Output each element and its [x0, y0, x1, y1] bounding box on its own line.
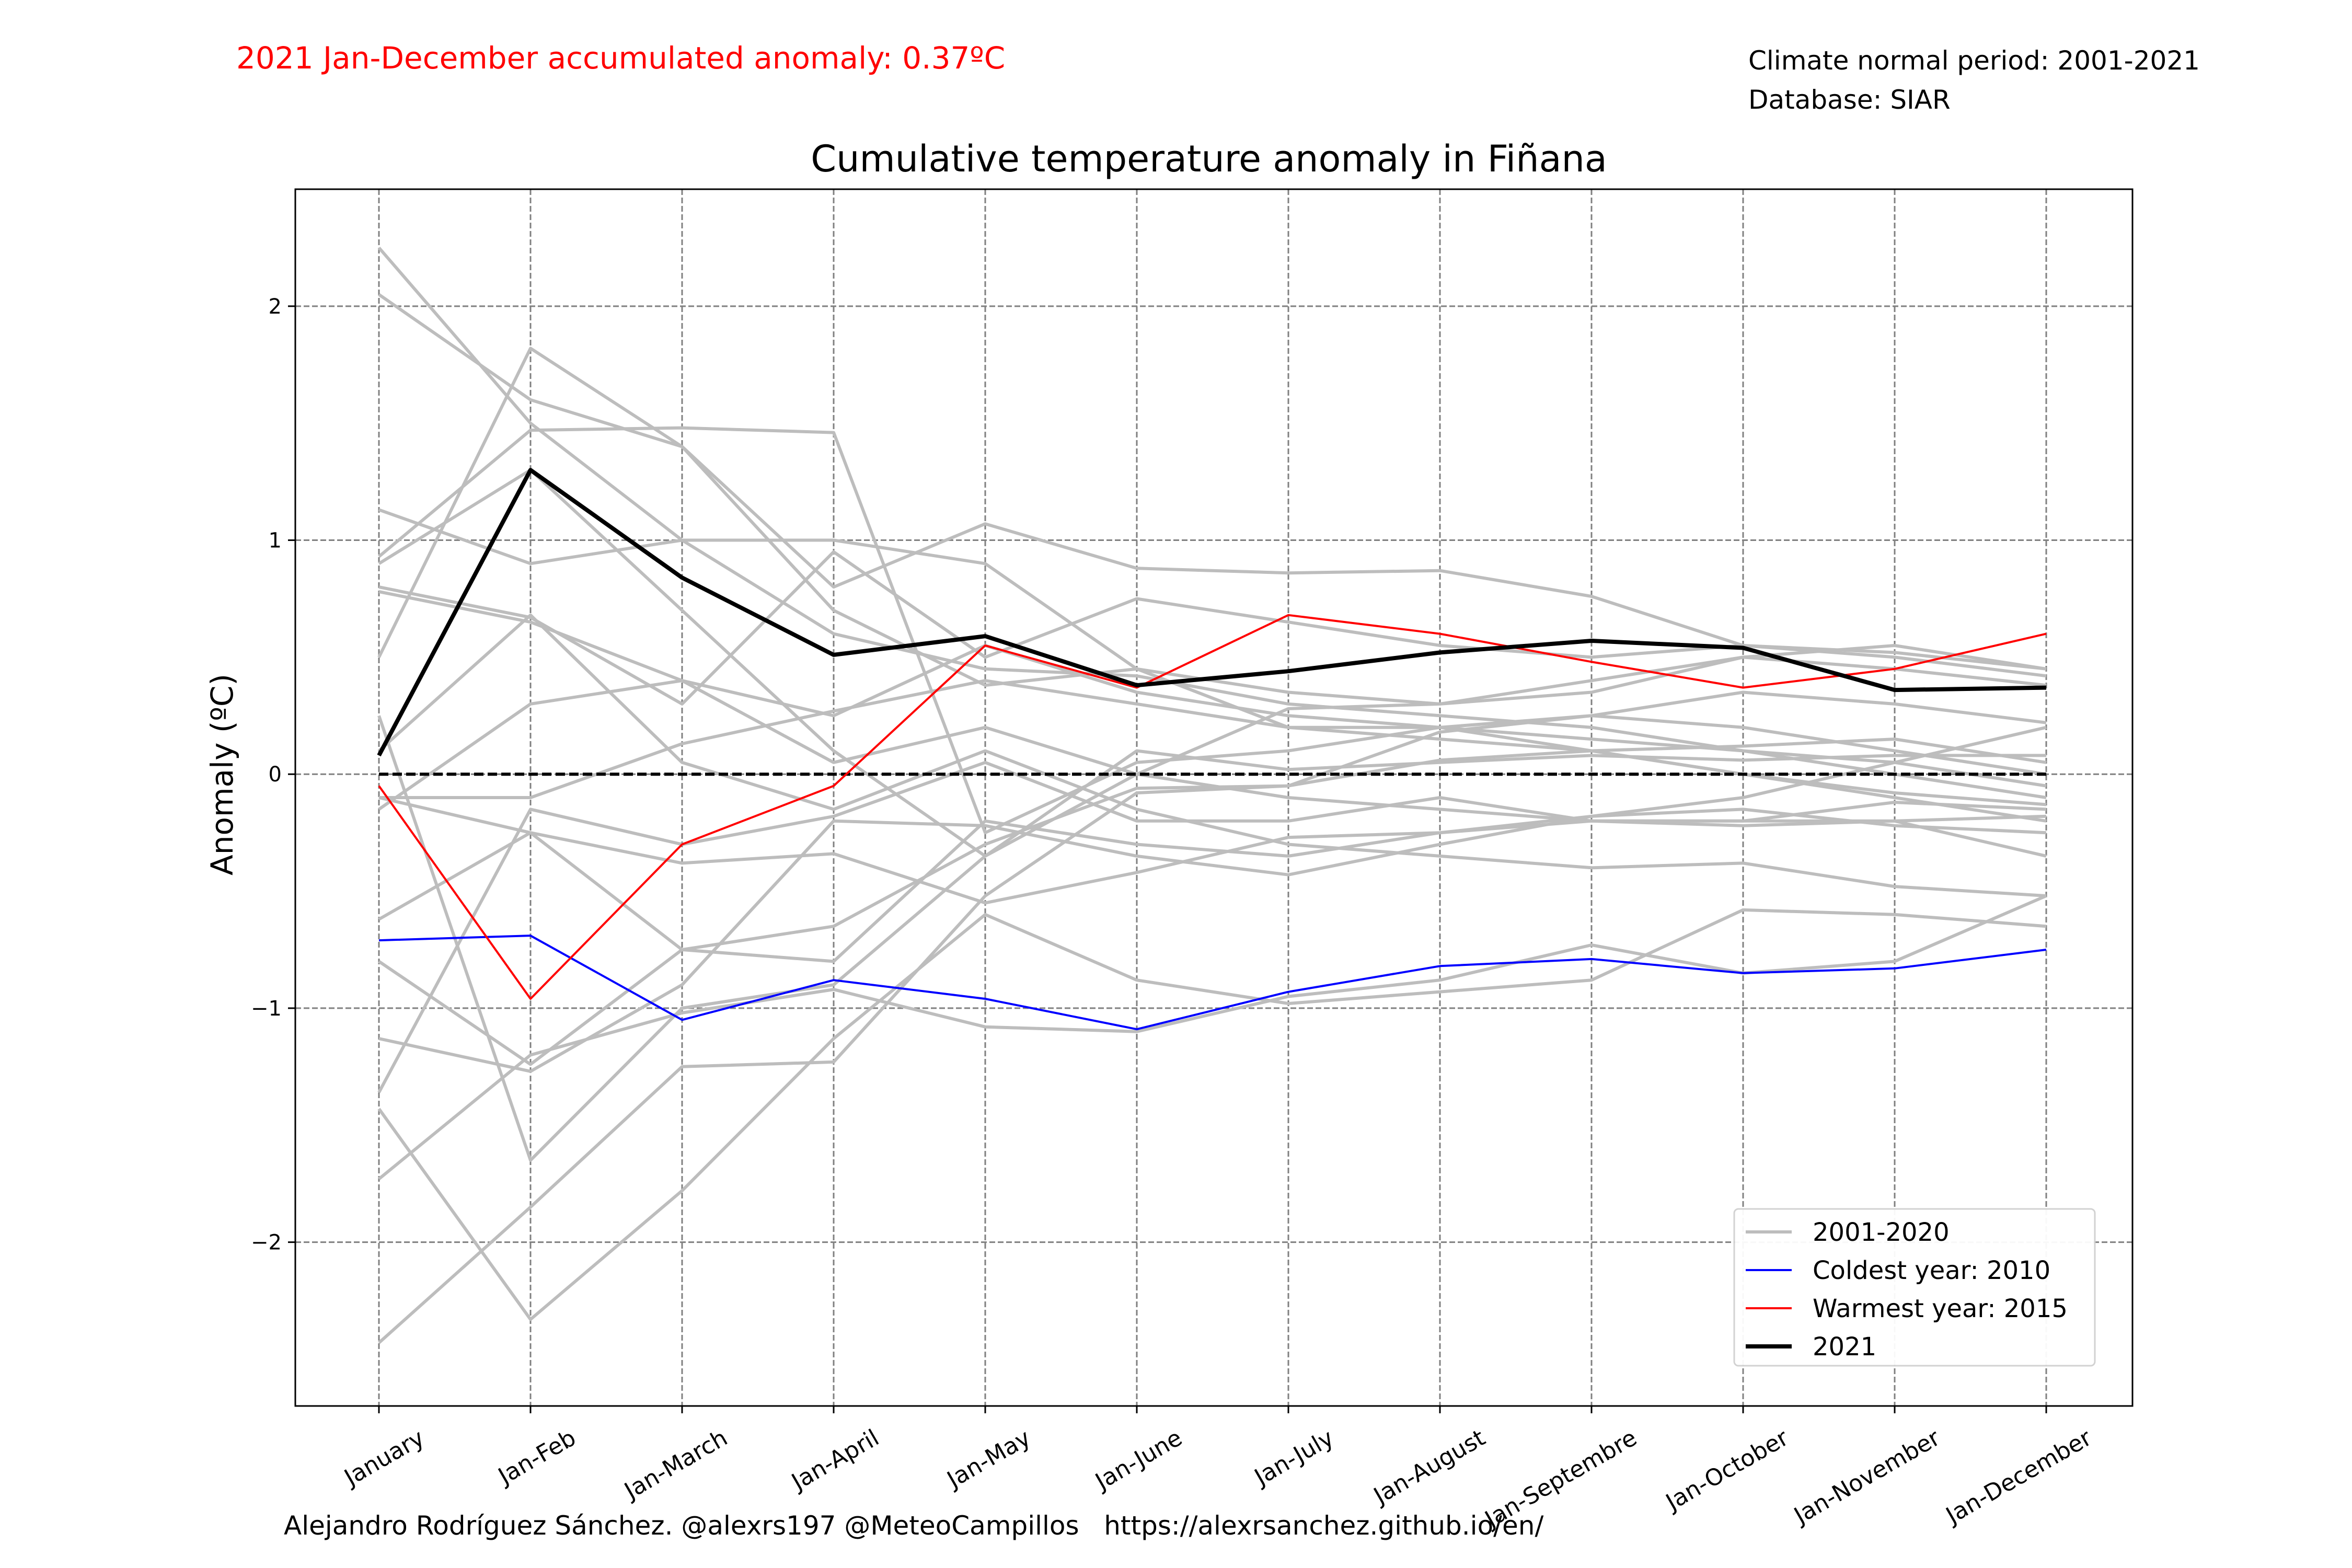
historical-line — [378, 894, 2047, 1181]
legend-box — [1733, 1208, 2096, 1367]
historical-line — [378, 550, 2047, 706]
historical-line — [377, 908, 2047, 1321]
plot-frame — [294, 188, 2134, 1407]
y-axis-label: Anomaly (ºC) — [204, 674, 240, 875]
axes — [294, 188, 2134, 1407]
series-line — [378, 614, 2047, 1000]
chart-title: Cumulative temperature anomaly in Fiñana — [811, 137, 1607, 180]
y-tick-label: 1 — [269, 529, 282, 553]
legend-label: 2021 — [1813, 1332, 1876, 1362]
database-text: Database: SIAR — [1748, 85, 1951, 115]
historical-line — [378, 796, 2047, 963]
historical-line — [377, 246, 2047, 799]
series-line — [378, 935, 2047, 1031]
y-tick-label: −1 — [251, 997, 282, 1021]
historical-line — [377, 714, 2047, 1344]
y-tick-label: −2 — [251, 1231, 282, 1255]
historical-line — [378, 737, 2047, 1066]
legend-label: 2001-2020 — [1813, 1218, 1950, 1247]
legend-label: Warmest year: 2015 — [1813, 1294, 2068, 1323]
historical-line — [378, 808, 2047, 1073]
historical-line — [377, 655, 2047, 1162]
historical-line — [378, 590, 2047, 729]
historical-line — [378, 468, 2046, 858]
legend-label: Coldest year: 2010 — [1813, 1256, 2050, 1285]
accumulated-anomaly-text: 2021 Jan-December accumulated anomaly: 0… — [236, 40, 1005, 76]
historical-line — [378, 725, 2047, 921]
historical-line — [377, 613, 2047, 897]
climate-normal-text: Climate normal period: 2001-2021 — [1748, 45, 2200, 76]
highlight-series — [377, 468, 2047, 1031]
historical-series — [377, 246, 2047, 1344]
y-tick-label: 0 — [269, 763, 282, 787]
legend: 2001-2020 Coldest year: 2010 Warmest year:… — [1733, 1208, 2096, 1367]
historical-line — [378, 426, 2047, 835]
credits-text: Alejandro Rodríguez Sánchez. @alexrs197 … — [284, 1511, 1543, 1541]
historical-line — [379, 679, 2047, 806]
series-line — [377, 468, 2047, 757]
historical-line — [377, 760, 2047, 1093]
y-tick-label: 2 — [269, 295, 282, 319]
